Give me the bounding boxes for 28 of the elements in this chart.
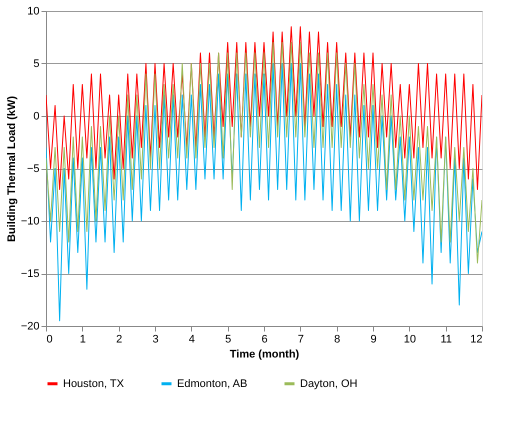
x-tick-label: 8 bbox=[334, 334, 340, 346]
y-tick-label: 10 bbox=[27, 6, 40, 18]
y-tick-label: −10 bbox=[20, 216, 40, 228]
line-series bbox=[46, 63, 482, 322]
y-axis-title: Building Thermal Load (kW) bbox=[6, 96, 18, 242]
x-tick-label: 12 bbox=[470, 334, 482, 346]
y-tick-label: −5 bbox=[26, 163, 40, 175]
y-tick-label: 0 bbox=[33, 110, 40, 122]
x-tick-label: 0 bbox=[46, 334, 53, 346]
x-tick-label: 6 bbox=[261, 334, 268, 346]
x-tick-label: 7 bbox=[298, 334, 304, 346]
y-tick-label: −15 bbox=[20, 268, 40, 280]
x-tick-label: 10 bbox=[404, 334, 416, 346]
x-axis-title: Time (month) bbox=[230, 348, 300, 360]
legend-label: Edmonton, AB bbox=[177, 378, 248, 390]
y-tick-label: −20 bbox=[20, 320, 40, 332]
x-tick-label: 1 bbox=[80, 334, 86, 346]
legend-label: Dayton, OH bbox=[300, 378, 358, 390]
x-tick-label: 4 bbox=[188, 334, 195, 346]
x-tick-label: 9 bbox=[370, 334, 377, 346]
y-tick-label: 5 bbox=[33, 58, 40, 70]
line-series bbox=[46, 26, 482, 190]
x-tick-label: 5 bbox=[225, 334, 232, 346]
legend-label: Houston, TX bbox=[63, 378, 125, 390]
x-tick-label: 11 bbox=[440, 334, 452, 346]
x-tick-label: 2 bbox=[116, 334, 122, 346]
line-series bbox=[46, 42, 482, 264]
x-tick-label: 3 bbox=[152, 334, 159, 346]
